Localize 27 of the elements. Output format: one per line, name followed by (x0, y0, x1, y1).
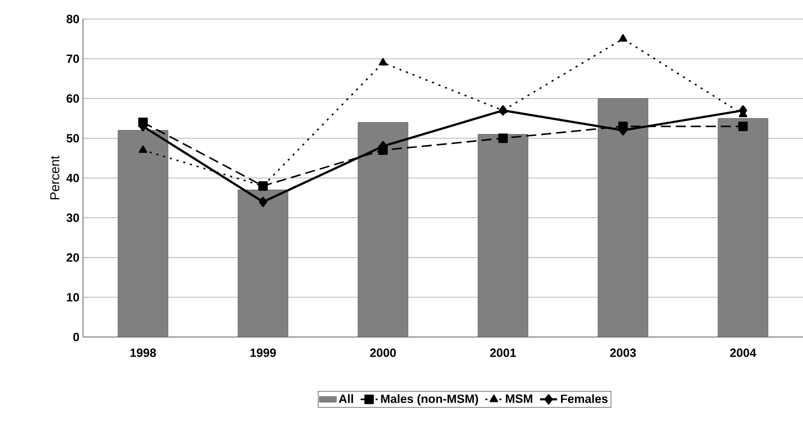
point (498, 105, 508, 116)
y-tick-label: 80 (66, 14, 79, 24)
legend-label: Males (non-MSM) (381, 394, 478, 406)
point (498, 134, 508, 143)
y-tick-label: 10 (66, 293, 79, 302)
y-tick-label: 60 (66, 94, 79, 103)
point (138, 145, 148, 153)
legend-label: All (338, 394, 353, 403)
legend-label: MSM (506, 394, 532, 403)
point (378, 58, 388, 66)
x-tick-label: 2001 (490, 348, 516, 357)
point (258, 196, 268, 207)
x-tick-label: 2003 (610, 348, 636, 358)
y-tick-label: 50 (66, 134, 79, 142)
y-tick-label: 20 (66, 253, 79, 262)
x-tick-label: 1999 (250, 348, 276, 357)
point (738, 122, 748, 132)
point (618, 34, 628, 42)
y-axis-title: Percent (50, 156, 60, 200)
x-tick-label: 1998 (130, 348, 156, 357)
legend-label: Females (560, 394, 608, 404)
y-tick-label: 30 (66, 214, 79, 222)
x-tick-label: 2004 (730, 348, 756, 357)
y-tick-label: 70 (66, 54, 79, 63)
y-tick-label: 0 (73, 332, 79, 342)
y-tick-label: 40 (66, 174, 79, 182)
x-tick-label: 2000 (370, 348, 396, 357)
